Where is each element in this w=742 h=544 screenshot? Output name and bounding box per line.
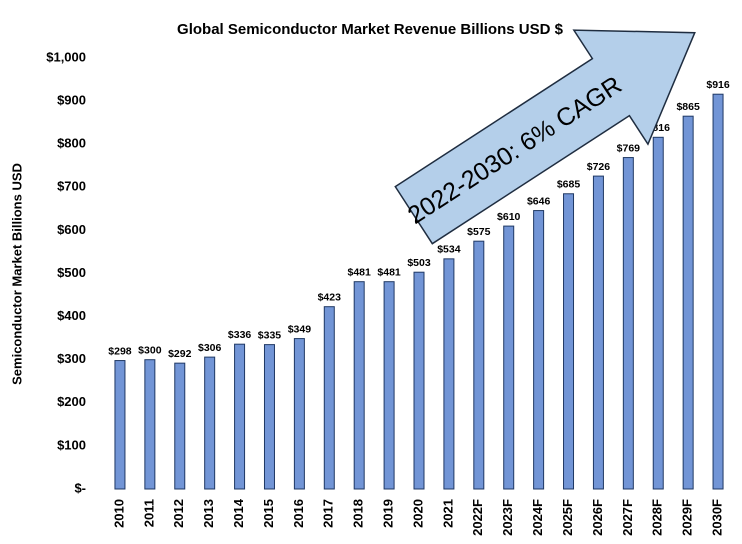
x-tick-label: 2014 [231,498,246,528]
value-label: $610 [497,211,521,223]
x-tick-label: 2013 [201,499,216,528]
cagr-arrow: 2022-2030: 6% CAGR [394,29,696,245]
x-tick-label: 2027F [620,499,635,536]
bar [473,240,485,490]
bar [293,338,305,490]
value-label: $685 [557,179,581,191]
bar [533,210,545,490]
value-label: $916 [706,79,730,91]
bar [503,225,515,490]
x-tick-label: 2024F [530,499,545,536]
y-tick-label: $200 [57,394,86,409]
bar [353,281,365,490]
value-label: $292 [168,348,192,360]
bar [144,359,156,490]
bar [443,258,455,490]
chart-title: Global Semiconductor Market Revenue Bill… [177,21,564,38]
x-tick-label: 2017 [321,499,336,528]
bar [323,306,335,490]
bar [712,93,724,490]
x-tick-label: 2012 [171,499,186,528]
value-label: $865 [676,101,700,113]
value-label: $300 [138,344,162,356]
x-tick-label: 2025F [560,499,575,536]
x-tick-label: 2015 [261,499,276,528]
bar [652,136,664,490]
bar [622,157,634,490]
value-label: $769 [617,142,641,154]
value-label: $336 [228,329,252,341]
value-label: $349 [288,323,312,335]
y-tick-label: $300 [57,351,86,366]
bar [413,271,425,490]
y-tick-label: $- [74,480,86,495]
bar [383,281,395,490]
y-axis-label: Semiconductor Market Billions USD [9,163,24,385]
y-tick-label: $100 [57,437,86,452]
arrow-shape [394,29,696,245]
x-tick-label: 2026F [590,499,605,536]
bar [204,356,216,490]
value-label: $575 [467,226,491,238]
bar [263,344,275,490]
value-label: $534 [437,244,461,256]
bar [563,193,575,490]
bar [592,175,604,490]
x-tick-label: 2020 [410,499,425,528]
y-tick-label: $1,000 [46,49,86,64]
x-tick-label: 2011 [141,499,156,527]
value-label: $481 [377,266,401,278]
bar [114,360,126,490]
x-tick-label: 2010 [111,499,126,528]
bar [234,343,246,490]
value-label: $503 [407,257,431,269]
x-tick-label: 2029F [680,499,695,536]
value-label: $646 [527,195,551,207]
x-tick-label: 2028F [650,499,665,536]
value-label: $306 [198,342,222,354]
x-tick-label: 2019 [381,499,396,528]
x-tick-label: 2021 [440,499,455,528]
y-tick-label: $400 [57,308,86,323]
y-tick-label: $500 [57,265,86,280]
x-tick-label: 2022F [470,499,485,536]
value-label: $481 [348,266,372,278]
x-tick-label: 2018 [351,499,366,528]
y-tick-label: $800 [57,136,86,151]
bar [682,115,694,490]
value-label: $298 [108,345,132,357]
x-tick-label: 2030F [709,499,724,536]
value-label: $335 [258,329,282,341]
y-tick-label: $600 [57,222,86,237]
x-tick-label: 2023F [500,499,515,536]
bar [174,362,186,490]
y-tick-label: $700 [57,179,86,194]
y-tick-label: $900 [57,93,86,108]
value-label: $423 [318,291,342,303]
value-label: $726 [587,161,611,173]
x-tick-label: 2016 [291,499,306,528]
